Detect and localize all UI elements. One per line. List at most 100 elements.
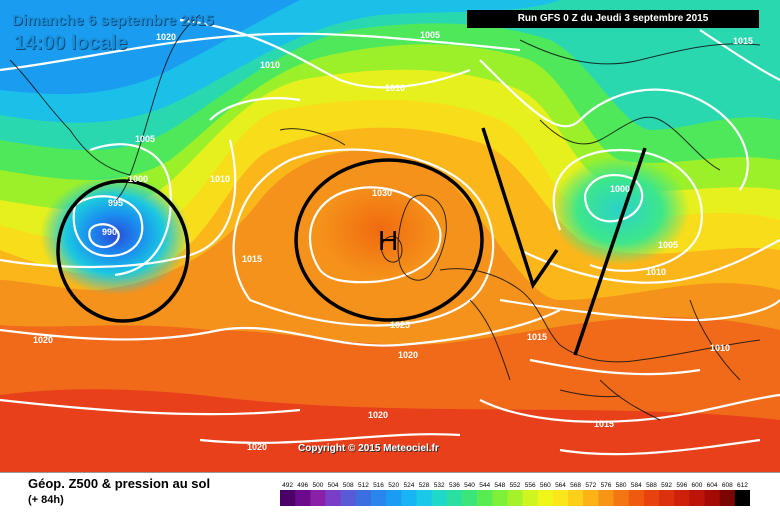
- scale-swatch: [446, 490, 463, 506]
- scale-swatch: [401, 490, 417, 506]
- scale-label: 516: [373, 482, 384, 489]
- isobar-label: 1005: [420, 30, 440, 40]
- scale-swatch: [325, 490, 341, 506]
- isobar-label: 1015: [242, 254, 262, 264]
- scale-label: 612: [737, 482, 748, 489]
- scale-swatch: [734, 490, 750, 506]
- scale-label: 508: [343, 482, 354, 489]
- scale-swatch: [583, 490, 599, 506]
- scale-swatch: [719, 490, 736, 506]
- scale-label: 572: [585, 482, 596, 489]
- isobar-label: 995: [108, 198, 123, 208]
- scale-label: 552: [510, 482, 521, 489]
- annotations: [56, 127, 647, 356]
- isobar-label: 990: [102, 227, 117, 237]
- scale-label: 608: [722, 482, 733, 489]
- scale-swatch: [598, 490, 614, 506]
- isobar-label: 1015: [733, 36, 753, 46]
- scale-swatch: [492, 490, 508, 506]
- scale-swatch: [704, 490, 720, 506]
- trough-line-v: [481, 127, 559, 289]
- isobar-label: 1000: [128, 174, 148, 184]
- scale-swatch: [628, 490, 645, 506]
- scale-label: 532: [434, 482, 445, 489]
- scale-label: 560: [540, 482, 551, 489]
- scale-swatch: [507, 490, 523, 506]
- scale-label: 492: [282, 482, 293, 489]
- scale-label: 604: [707, 482, 718, 489]
- isobar-label: 1010: [710, 343, 730, 353]
- scale-label: 500: [312, 482, 323, 489]
- scale-label: 548: [494, 482, 505, 489]
- isobar-label: 1015: [594, 419, 614, 429]
- model-run-banner: Run GFS 0 Z du Jeudi 3 septembre 2015: [467, 10, 759, 28]
- scale-swatch: [340, 490, 357, 506]
- scale-label: 588: [646, 482, 657, 489]
- scale-swatch: [355, 490, 372, 506]
- isobars: [0, 18, 780, 456]
- high-letter: H: [378, 225, 398, 256]
- scale-swatch: [552, 490, 569, 506]
- scale-label: 576: [601, 482, 612, 489]
- isobar-label: 1005: [658, 240, 678, 250]
- isobar-label: 1010: [210, 174, 230, 184]
- scale-swatch: [689, 490, 705, 506]
- isobar-label: 1020: [156, 32, 176, 42]
- isobar-label: 1020: [398, 350, 418, 360]
- legend-subtitle: (+ 84h): [28, 494, 64, 506]
- scale-swatch: [643, 490, 660, 506]
- isobar-label: 1010: [385, 83, 405, 93]
- scale-label: 600: [691, 482, 702, 489]
- scale-label: 596: [676, 482, 687, 489]
- scale-swatch: [613, 490, 629, 506]
- color-scale: 492 496 500 504 508 512 516 520 524 528 532 536 540 5…: [280, 482, 750, 506]
- scale-swatch: [568, 490, 584, 506]
- scale-label: 496: [297, 482, 308, 489]
- scale-label: 528: [419, 482, 430, 489]
- isobar-label: 1020: [247, 442, 267, 452]
- scale-label: 512: [358, 482, 369, 489]
- scale-label: 592: [661, 482, 672, 489]
- scale-swatch: [659, 490, 675, 506]
- trough-line-right: [573, 147, 647, 356]
- scale-swatch: [461, 490, 478, 506]
- legend-title: Géop. Z500 & pression au sol: [28, 476, 211, 491]
- scale-label: 544: [479, 482, 490, 489]
- scale-label: 504: [328, 482, 339, 489]
- scale-label: 536: [449, 482, 460, 489]
- scale-label: 524: [403, 482, 414, 489]
- scale-swatch: [295, 490, 311, 506]
- copyright: Copyright © 2015 Meteociel.fr: [298, 443, 439, 454]
- scale-label: 584: [631, 482, 642, 489]
- weather-map: H 1020 1010 1005 1000 995 990 1010 1015 …: [0, 0, 780, 472]
- isobar-label: 1010: [646, 267, 666, 277]
- scale-swatch: [477, 490, 493, 506]
- isobar-label: 1000: [610, 184, 630, 194]
- scale-label: 568: [570, 482, 581, 489]
- high-circle: [294, 158, 484, 322]
- scale-label: 556: [525, 482, 536, 489]
- scale-label: 540: [464, 482, 475, 489]
- isobar-label: 1020: [368, 410, 388, 420]
- scale-label: 564: [555, 482, 566, 489]
- isobar-label: 1025: [390, 320, 410, 330]
- isobar-label: 1030: [372, 188, 392, 198]
- scale-swatch: [386, 490, 402, 506]
- isobar-label: 1020: [33, 335, 53, 345]
- scale-swatch: [522, 490, 539, 506]
- isobar-label: 1015: [527, 332, 547, 342]
- isobar-label: 1010: [260, 60, 280, 70]
- forecast-date: Dimanche 6 septembre 2015: [12, 12, 214, 29]
- scale-label: 520: [388, 482, 399, 489]
- scale-swatch: [431, 490, 448, 506]
- scale-swatch: [416, 490, 432, 506]
- isobar-label: 1005: [135, 134, 155, 144]
- isobar-labels: 1020 1010 1005 1000 995 990 1010 1015 10…: [33, 30, 753, 452]
- scale-label: 580: [616, 482, 627, 489]
- scale-swatch: [310, 490, 326, 506]
- coastlines: [9, 14, 761, 421]
- scale-swatch: [537, 490, 554, 506]
- scale-swatch: [674, 490, 690, 506]
- scale-swatch: [280, 490, 296, 506]
- forecast-time: 14:00 locale: [14, 32, 128, 54]
